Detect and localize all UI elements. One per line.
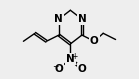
Text: N: N (66, 54, 75, 64)
Text: O: O (90, 36, 99, 46)
Text: +: + (71, 52, 78, 61)
Text: O: O (54, 64, 63, 74)
Text: −: − (52, 62, 59, 71)
Text: O: O (78, 64, 86, 74)
Text: N: N (78, 14, 86, 24)
Text: N: N (54, 14, 63, 24)
